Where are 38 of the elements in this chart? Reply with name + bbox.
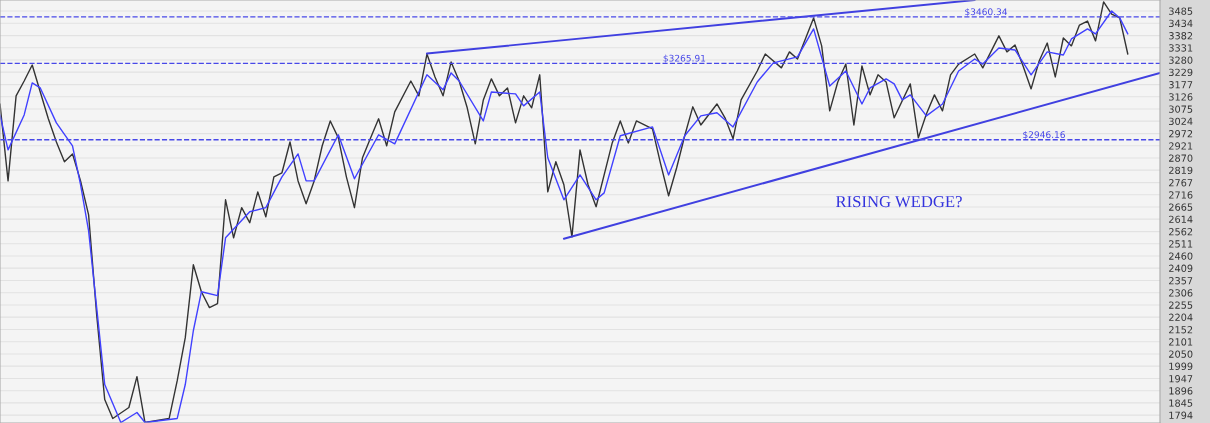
y-tick-label: 2870: [1169, 154, 1193, 162]
y-tick-label: 1794: [1169, 411, 1193, 419]
y-tick-label: 3229: [1169, 68, 1193, 76]
y-tick-label: 3024: [1169, 117, 1193, 125]
y-tick-label: 3331: [1169, 44, 1193, 52]
y-tick-label: 3434: [1169, 19, 1193, 28]
y-tick-label: 1845: [1169, 399, 1193, 407]
ref-line-label: $3460.34: [965, 8, 1008, 17]
y-tick-label: 3485: [1169, 7, 1193, 15]
y-tick-label: 2614: [1169, 215, 1193, 223]
y-tick-label: 2921: [1169, 142, 1193, 150]
y-tick-label: 1999: [1169, 362, 1193, 370]
y-tick-label: 2306: [1169, 289, 1193, 297]
y-tick-label: 1947: [1169, 375, 1193, 383]
y-tick-label: 2665: [1169, 203, 1193, 211]
y-tick-label: 2460: [1169, 252, 1193, 260]
y-tick-label: 3177: [1169, 81, 1193, 89]
y-tick-label: 1896: [1169, 387, 1193, 395]
y-tick-label: 2562: [1169, 228, 1193, 236]
y-tick-label: 2255: [1169, 301, 1193, 309]
y-tick-label: 2357: [1169, 277, 1193, 285]
y-tick-label: 2767: [1169, 179, 1193, 187]
ref-line-label: $2946.16: [1023, 131, 1065, 140]
y-tick-label: 2972: [1169, 130, 1193, 138]
y-tick-label: 2716: [1169, 191, 1193, 199]
y-tick-label: 3075: [1169, 105, 1193, 113]
annotation: RISING WEDGE?: [835, 196, 962, 208]
y-tick-label: 2152: [1169, 326, 1193, 334]
y-tick-label: 2050: [1169, 350, 1193, 358]
y-tick-label: 3382: [1169, 32, 1193, 40]
y-tick-label: 3126: [1169, 93, 1193, 101]
y-tick-label: 2204: [1169, 313, 1193, 321]
ref-line-label: $3265.91: [663, 54, 706, 63]
y-tick-label: 2409: [1169, 264, 1193, 272]
y-tick-label: 2511: [1169, 240, 1193, 248]
y-tick-label: 3280: [1169, 56, 1193, 64]
y-tick-label: 2819: [1169, 166, 1193, 174]
y-tick-label: 2101: [1169, 338, 1193, 346]
